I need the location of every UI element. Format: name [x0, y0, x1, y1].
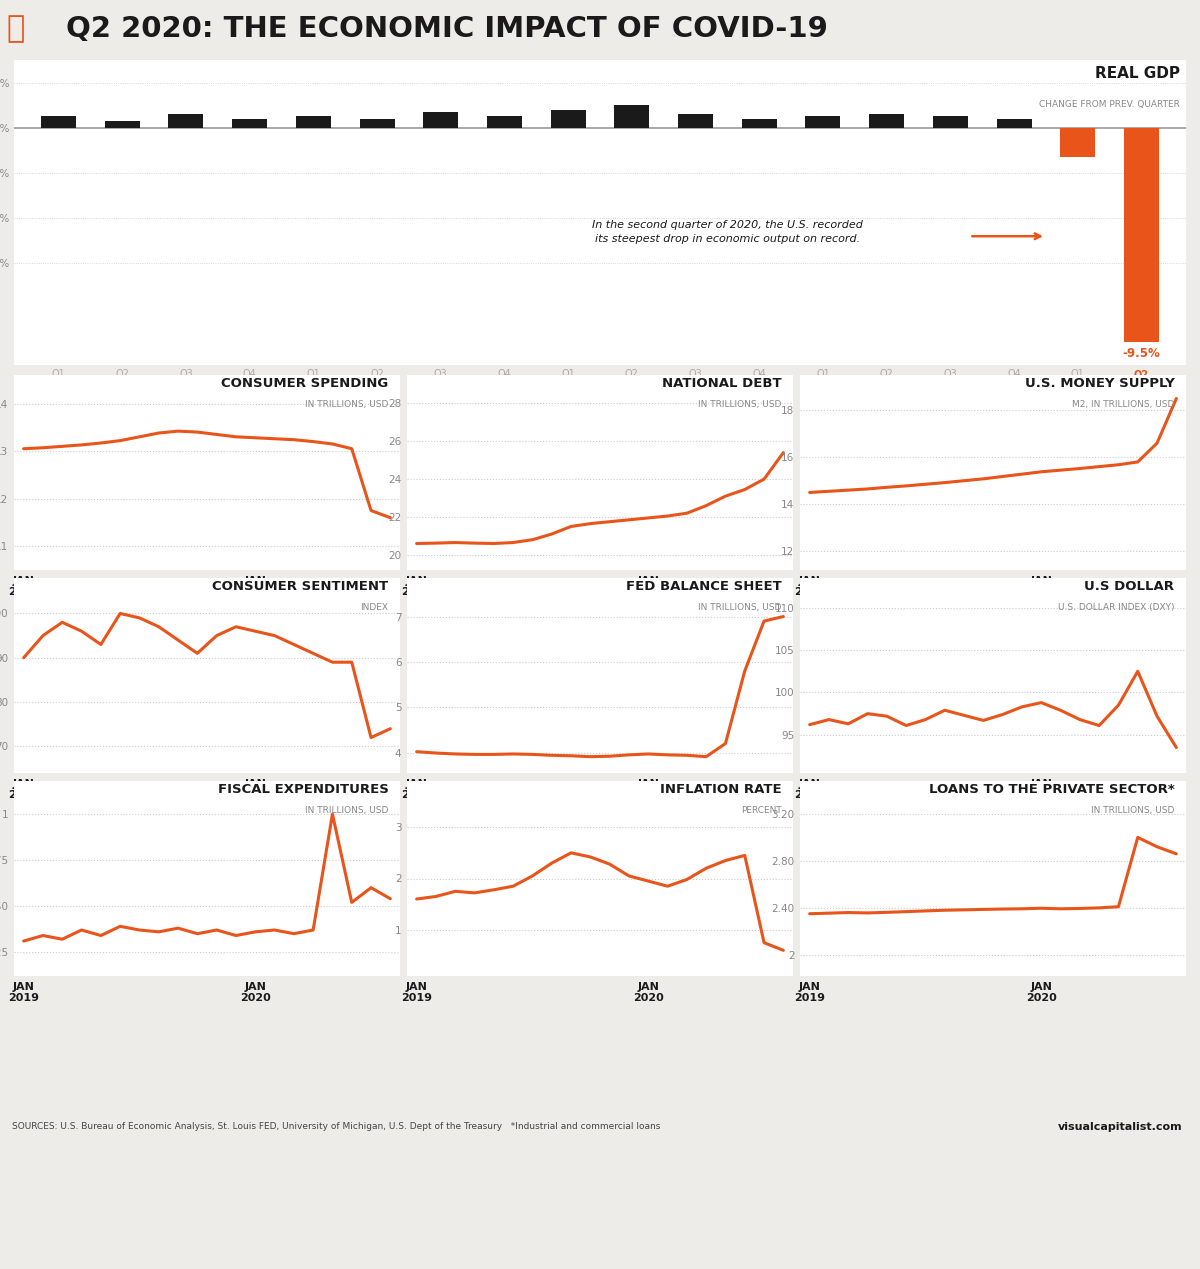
Bar	[487, 117, 522, 128]
Text: -9.5%: -9.5%	[1122, 348, 1160, 360]
Bar	[424, 112, 458, 128]
Text: Q2 2020: THE ECONOMIC IMPACT OF COVID-19: Q2 2020: THE ECONOMIC IMPACT OF COVID-19	[66, 15, 828, 43]
Text: CONSUMER SENTIMENT: CONSUMER SENTIMENT	[212, 580, 389, 593]
Bar	[614, 105, 649, 128]
Text: visualcapitalist.com: visualcapitalist.com	[1057, 1122, 1182, 1132]
Text: INDEX: INDEX	[360, 603, 389, 613]
Text: FISCAL EXPENDITURES: FISCAL EXPENDITURES	[217, 783, 389, 796]
Bar	[742, 119, 776, 128]
Text: CHANGE FROM PREV. QUARTER: CHANGE FROM PREV. QUARTER	[1039, 100, 1180, 109]
Bar	[41, 117, 76, 128]
Bar	[1061, 128, 1096, 157]
Bar	[551, 109, 586, 128]
Text: U.S. DOLLAR INDEX (DXY): U.S. DOLLAR INDEX (DXY)	[1058, 603, 1175, 613]
Text: U.S. MONEY SUPPLY: U.S. MONEY SUPPLY	[1025, 377, 1175, 390]
Bar	[805, 117, 840, 128]
Text: IN TRILLIONS, USD: IN TRILLIONS, USD	[698, 603, 781, 613]
Bar	[168, 114, 204, 128]
Text: CONSUMER SPENDING: CONSUMER SPENDING	[221, 377, 389, 390]
Text: INFLATION RATE: INFLATION RATE	[660, 783, 781, 796]
Text: M2, IN TRILLIONS, USD: M2, IN TRILLIONS, USD	[1072, 400, 1175, 410]
Text: IN TRILLIONS, USD: IN TRILLIONS, USD	[305, 806, 389, 816]
Bar	[232, 119, 268, 128]
Bar	[296, 117, 331, 128]
Bar	[869, 114, 904, 128]
Text: REAL GDP: REAL GDP	[1096, 66, 1180, 81]
Text: U.S DOLLAR: U.S DOLLAR	[1085, 580, 1175, 593]
Text: PERCENT: PERCENT	[740, 806, 781, 816]
Text: IN TRILLIONS, USD: IN TRILLIONS, USD	[1091, 806, 1175, 816]
Text: LOANS TO THE PRIVATE SECTOR*: LOANS TO THE PRIVATE SECTOR*	[929, 783, 1175, 796]
Bar	[932, 117, 968, 128]
Text: NATIONAL DEBT: NATIONAL DEBT	[661, 377, 781, 390]
Bar	[1124, 128, 1159, 343]
Text: 🔶: 🔶	[6, 14, 24, 43]
Text: FED BALANCE SHEET: FED BALANCE SHEET	[625, 580, 781, 593]
Text: In the second quarter of 2020, the U.S. recorded
its steepest drop in economic o: In the second quarter of 2020, the U.S. …	[592, 220, 863, 244]
Text: IN TRILLIONS, USD: IN TRILLIONS, USD	[305, 400, 389, 410]
Bar	[678, 114, 713, 128]
Bar	[360, 119, 395, 128]
Text: IN TRILLIONS, USD: IN TRILLIONS, USD	[698, 400, 781, 410]
Text: SOURCES: U.S. Bureau of Economic Analysis, St. Louis FED, University of Michigan: SOURCES: U.S. Bureau of Economic Analysi…	[12, 1122, 660, 1131]
Bar	[996, 119, 1032, 128]
Bar	[104, 121, 139, 128]
